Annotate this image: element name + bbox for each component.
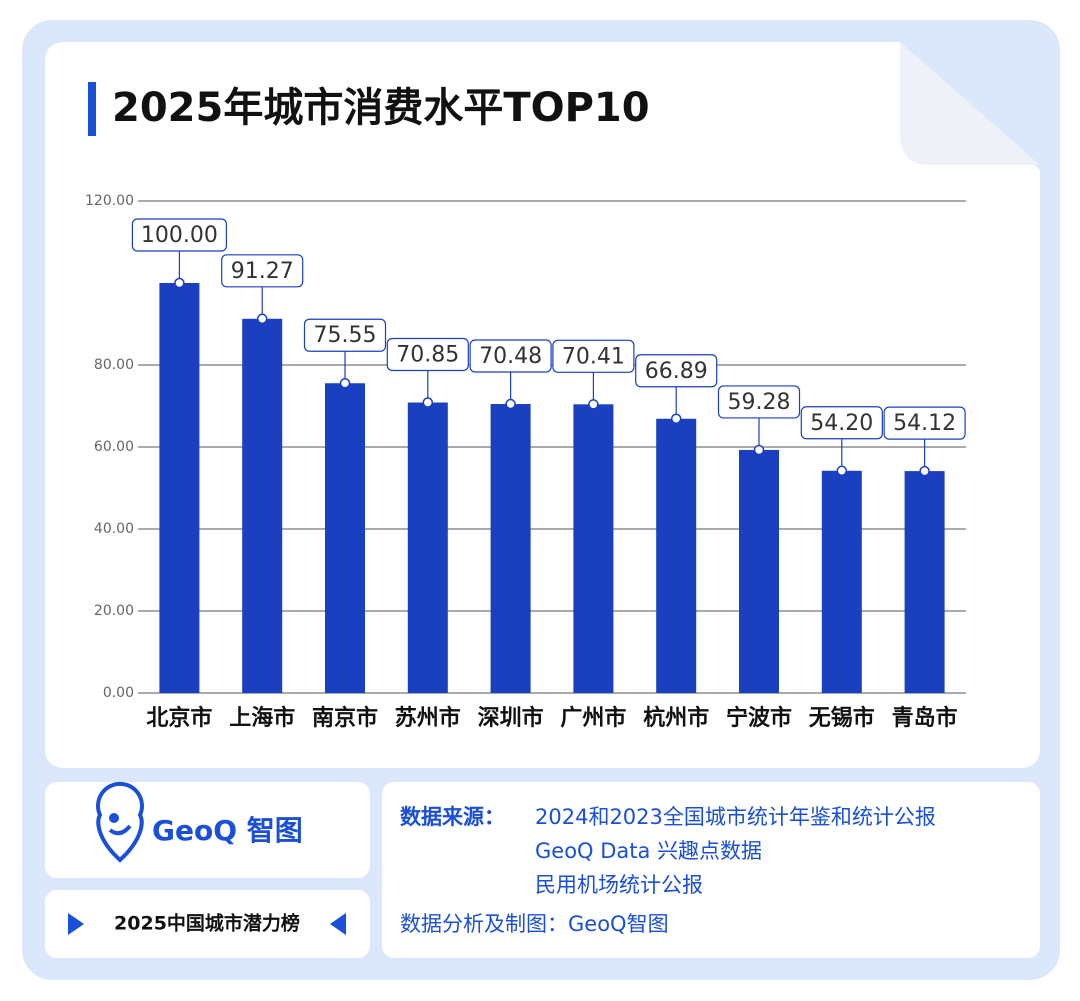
y-tick-label: 20.00 — [94, 603, 134, 619]
value-label: 54.20 — [810, 411, 873, 436]
label-box — [303, 318, 387, 352]
x-tick-label: 无锡市 — [809, 705, 875, 731]
label-box — [635, 354, 718, 388]
label-dot — [836, 465, 848, 477]
bar — [573, 404, 614, 693]
value-label: 70.41 — [562, 344, 625, 369]
x-tick-label: 深圳市 — [478, 705, 544, 731]
y-tick-label: 120.00 — [85, 193, 134, 209]
x-tick-label: 杭州市 — [643, 705, 709, 731]
bar — [739, 449, 779, 693]
analysis: 数据分析及制图：GeoQ智图 — [400, 912, 669, 936]
label-box — [800, 406, 883, 440]
value-label: 70.48 — [479, 344, 542, 369]
bar — [159, 283, 200, 693]
x-tick-label: 上海市 — [229, 705, 295, 731]
page-fold — [900, 42, 1040, 165]
bar — [904, 471, 945, 693]
logo-icon — [96, 781, 144, 863]
source-label: 数据来源： — [400, 805, 505, 829]
label-box — [883, 406, 966, 440]
value-label: 66.89 — [645, 359, 708, 384]
label-dot — [919, 465, 930, 477]
tag-box — [45, 890, 370, 958]
main-panel — [45, 42, 1040, 768]
label-dot — [670, 413, 682, 425]
value-label: 54.12 — [893, 411, 956, 436]
label-dot — [505, 398, 516, 410]
x-tick-label: 广州市 — [560, 705, 626, 731]
label-box — [386, 337, 469, 372]
source-box — [382, 782, 1040, 958]
value-label: 59.28 — [728, 390, 791, 415]
bar — [821, 470, 862, 693]
bar — [325, 383, 365, 693]
label-dot — [753, 444, 765, 456]
y-tick-label: 0.00 — [103, 685, 134, 701]
label-box — [552, 339, 635, 373]
x-tick-label: 南京市 — [312, 705, 378, 731]
source-line: GeoQ Data 兴趣点数据 — [535, 839, 762, 863]
x-tick-label: 北京市 — [146, 705, 212, 731]
label-box — [131, 218, 227, 252]
y-tick-label: 80.00 — [94, 357, 134, 373]
label-dot — [256, 313, 268, 325]
title-accent — [88, 82, 96, 136]
label-dot — [422, 397, 434, 408]
y-tick-label: 40.00 — [94, 521, 134, 537]
label-dot — [174, 277, 185, 289]
logo-text: GeoQ 智图 — [152, 814, 303, 847]
value-label: 70.85 — [396, 343, 459, 368]
bar — [242, 318, 283, 693]
source-line: 民用机场统计公报 — [535, 873, 703, 897]
arrow-right — [68, 913, 84, 935]
label-box — [717, 385, 801, 419]
label-dot — [588, 399, 599, 410]
x-tick-label: 宁波市 — [726, 705, 792, 731]
label-dot — [339, 377, 351, 389]
bar — [656, 418, 697, 693]
y-tick-label: 60.00 — [94, 439, 134, 455]
x-tick-label: 青岛市 — [892, 705, 958, 731]
value-label: 75.55 — [314, 323, 377, 348]
label-box — [221, 254, 304, 288]
arrow-left — [330, 913, 346, 935]
x-tick-label: 苏州市 — [395, 705, 461, 731]
chart-title: 2025年城市消费水平TOP10 — [112, 85, 650, 131]
label-box — [469, 339, 552, 373]
value-label: 100.00 — [141, 223, 218, 248]
bar — [490, 404, 531, 693]
bar — [407, 402, 448, 693]
tag-text: 2025中国城市潜力榜 — [114, 912, 300, 935]
value-label: 91.27 — [231, 259, 294, 284]
source-line: 2024和2023全国城市统计年鉴和统计公报 — [535, 805, 936, 829]
